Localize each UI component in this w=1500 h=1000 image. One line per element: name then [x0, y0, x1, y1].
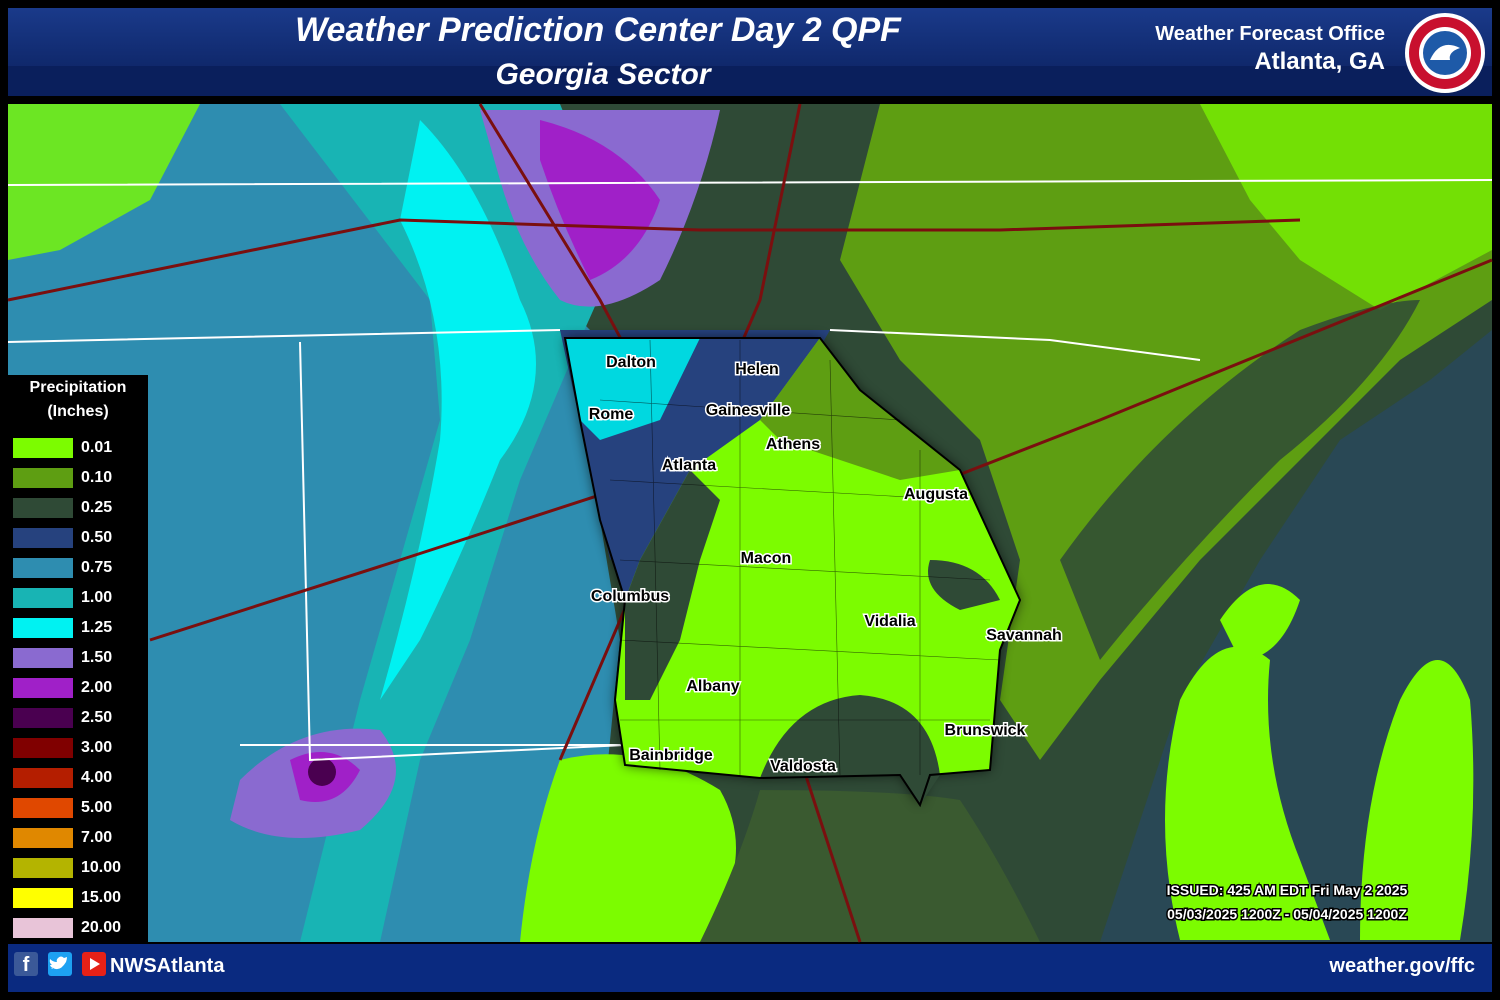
legend-swatch [13, 738, 73, 758]
city-label: Columbus [591, 588, 669, 605]
legend-swatch [13, 678, 73, 698]
legend-swatch [13, 798, 73, 818]
office: Weather Forecast Office [1155, 23, 1385, 45]
city-label: Bainbridge [629, 747, 713, 764]
legend-label: 1.00 [81, 589, 112, 606]
city-label: Rome [589, 406, 634, 423]
city-labels: Dalton Helen Rome Gainesville Athens Atlanta A… [587, 353, 1063, 777]
city-label: Augusta [904, 486, 968, 503]
legend-title: (Inches) [47, 403, 108, 420]
legend-label: 0.50 [81, 529, 112, 546]
city-label: Vidalia [864, 613, 915, 630]
subtitle: Georgia Sector [495, 58, 712, 91]
legend-label: 20.00 [81, 919, 121, 936]
legend-label: 7.00 [81, 829, 112, 846]
legend-label: 0.75 [81, 559, 112, 576]
social-icons: f [14, 952, 106, 976]
website: weather.gov/ffc [1328, 955, 1475, 977]
legend-swatch [13, 468, 73, 488]
legend-label: 0.10 [81, 469, 112, 486]
city-label: Albany [686, 678, 739, 695]
legend-label: 2.50 [81, 709, 112, 726]
legend-swatch [13, 558, 73, 578]
footer-bar [8, 944, 1492, 992]
legend-swatch [13, 858, 73, 878]
nws-logo [1405, 13, 1485, 93]
legend-swatch [13, 828, 73, 848]
city-label: Savannah [986, 627, 1062, 644]
legend-swatch [13, 768, 73, 788]
legend-swatch [13, 498, 73, 518]
legend-swatch [13, 888, 73, 908]
city-label: Helen [735, 361, 779, 378]
valid-period: 05/03/2025 1200Z - 05/04/2025 1200Z [1167, 906, 1407, 922]
location: Atlanta, GA [1254, 48, 1385, 75]
legend-label: 0.25 [81, 499, 112, 516]
city-label: Atlanta [662, 457, 716, 474]
title: Weather Prediction Center Day 2 QPF [295, 11, 902, 49]
legend-swatch [13, 918, 73, 938]
city-label: Athens [766, 436, 820, 453]
legend-swatch [13, 438, 73, 458]
legend-label: 2.00 [81, 679, 112, 696]
legend-label: 1.25 [81, 619, 112, 636]
legend-title: Precipitation [30, 379, 127, 396]
legend-swatch [13, 708, 73, 728]
map-area [7, 103, 1493, 943]
legend-label: 10.00 [81, 859, 121, 876]
city-label: Gainesville [706, 402, 791, 419]
legend-label: 5.00 [81, 799, 112, 816]
legend-swatch [13, 588, 73, 608]
svg-text:f: f [23, 954, 30, 976]
city-label: Brunswick [945, 722, 1026, 739]
georgia-sector [563, 337, 1022, 808]
issued: ISSUED: 425 AM EDT Fri May 2 2025 [1167, 882, 1408, 898]
legend-swatch [13, 648, 73, 668]
social-handle: NWSAtlanta [110, 955, 225, 977]
legend-label: 3.00 [81, 739, 112, 756]
legend-swatch [13, 528, 73, 548]
legend-items: 0.01 0.10 0.25 0.50 0.75 1.00 1.25 1.50 2.00 2.50… [13, 438, 121, 938]
city-label: Macon [741, 550, 792, 567]
city-label: Valdosta [770, 758, 836, 775]
city-label: Dalton [606, 354, 656, 371]
legend-label: 0.01 [81, 439, 112, 456]
legend-label: 4.00 [81, 769, 112, 786]
legend-label: 15.00 [81, 889, 121, 906]
legend-label: 1.50 [81, 649, 112, 666]
header-lower [8, 66, 1492, 96]
legend-swatch [13, 618, 73, 638]
